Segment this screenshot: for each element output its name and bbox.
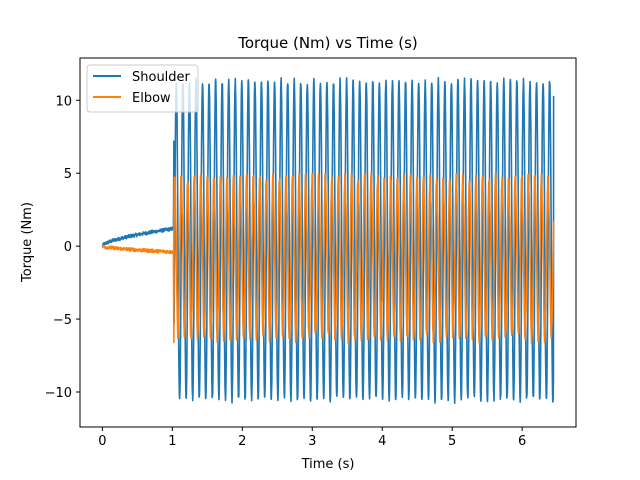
legend-label-shoulder: Shoulder: [132, 70, 191, 85]
y-tick-label: 5: [64, 167, 72, 182]
legend-label-elbow: Elbow: [132, 91, 171, 106]
x-tick-label: 5: [448, 434, 456, 449]
series-line-elbow: [101, 171, 555, 344]
x-tick-label: 0: [98, 434, 106, 449]
x-tick-label: 6: [518, 434, 526, 449]
x-tick-label: 3: [308, 434, 316, 449]
chart-title: Torque (Nm) vs Time (s): [237, 34, 417, 52]
legend: Shoulder Elbow: [86, 64, 199, 113]
y-axis-label: Torque (Nm): [20, 202, 35, 283]
axes-frame: [79, 57, 577, 428]
plot-area: [79, 57, 577, 428]
series-layer: [101, 76, 555, 404]
x-tick-label: 4: [378, 434, 386, 449]
y-tick-label: 10: [55, 94, 72, 109]
x-axis: 0 1 2 3 4 5 6: [98, 427, 526, 449]
y-axis: −10 −5 0 5 10: [45, 94, 80, 401]
x-tick-label: 1: [168, 434, 176, 449]
y-tick-label: −10: [45, 386, 72, 401]
x-tick-label: 2: [238, 434, 246, 449]
x-axis-label: Time (s): [301, 457, 355, 472]
y-tick-label: 0: [64, 240, 72, 255]
y-tick-label: −5: [53, 313, 72, 328]
